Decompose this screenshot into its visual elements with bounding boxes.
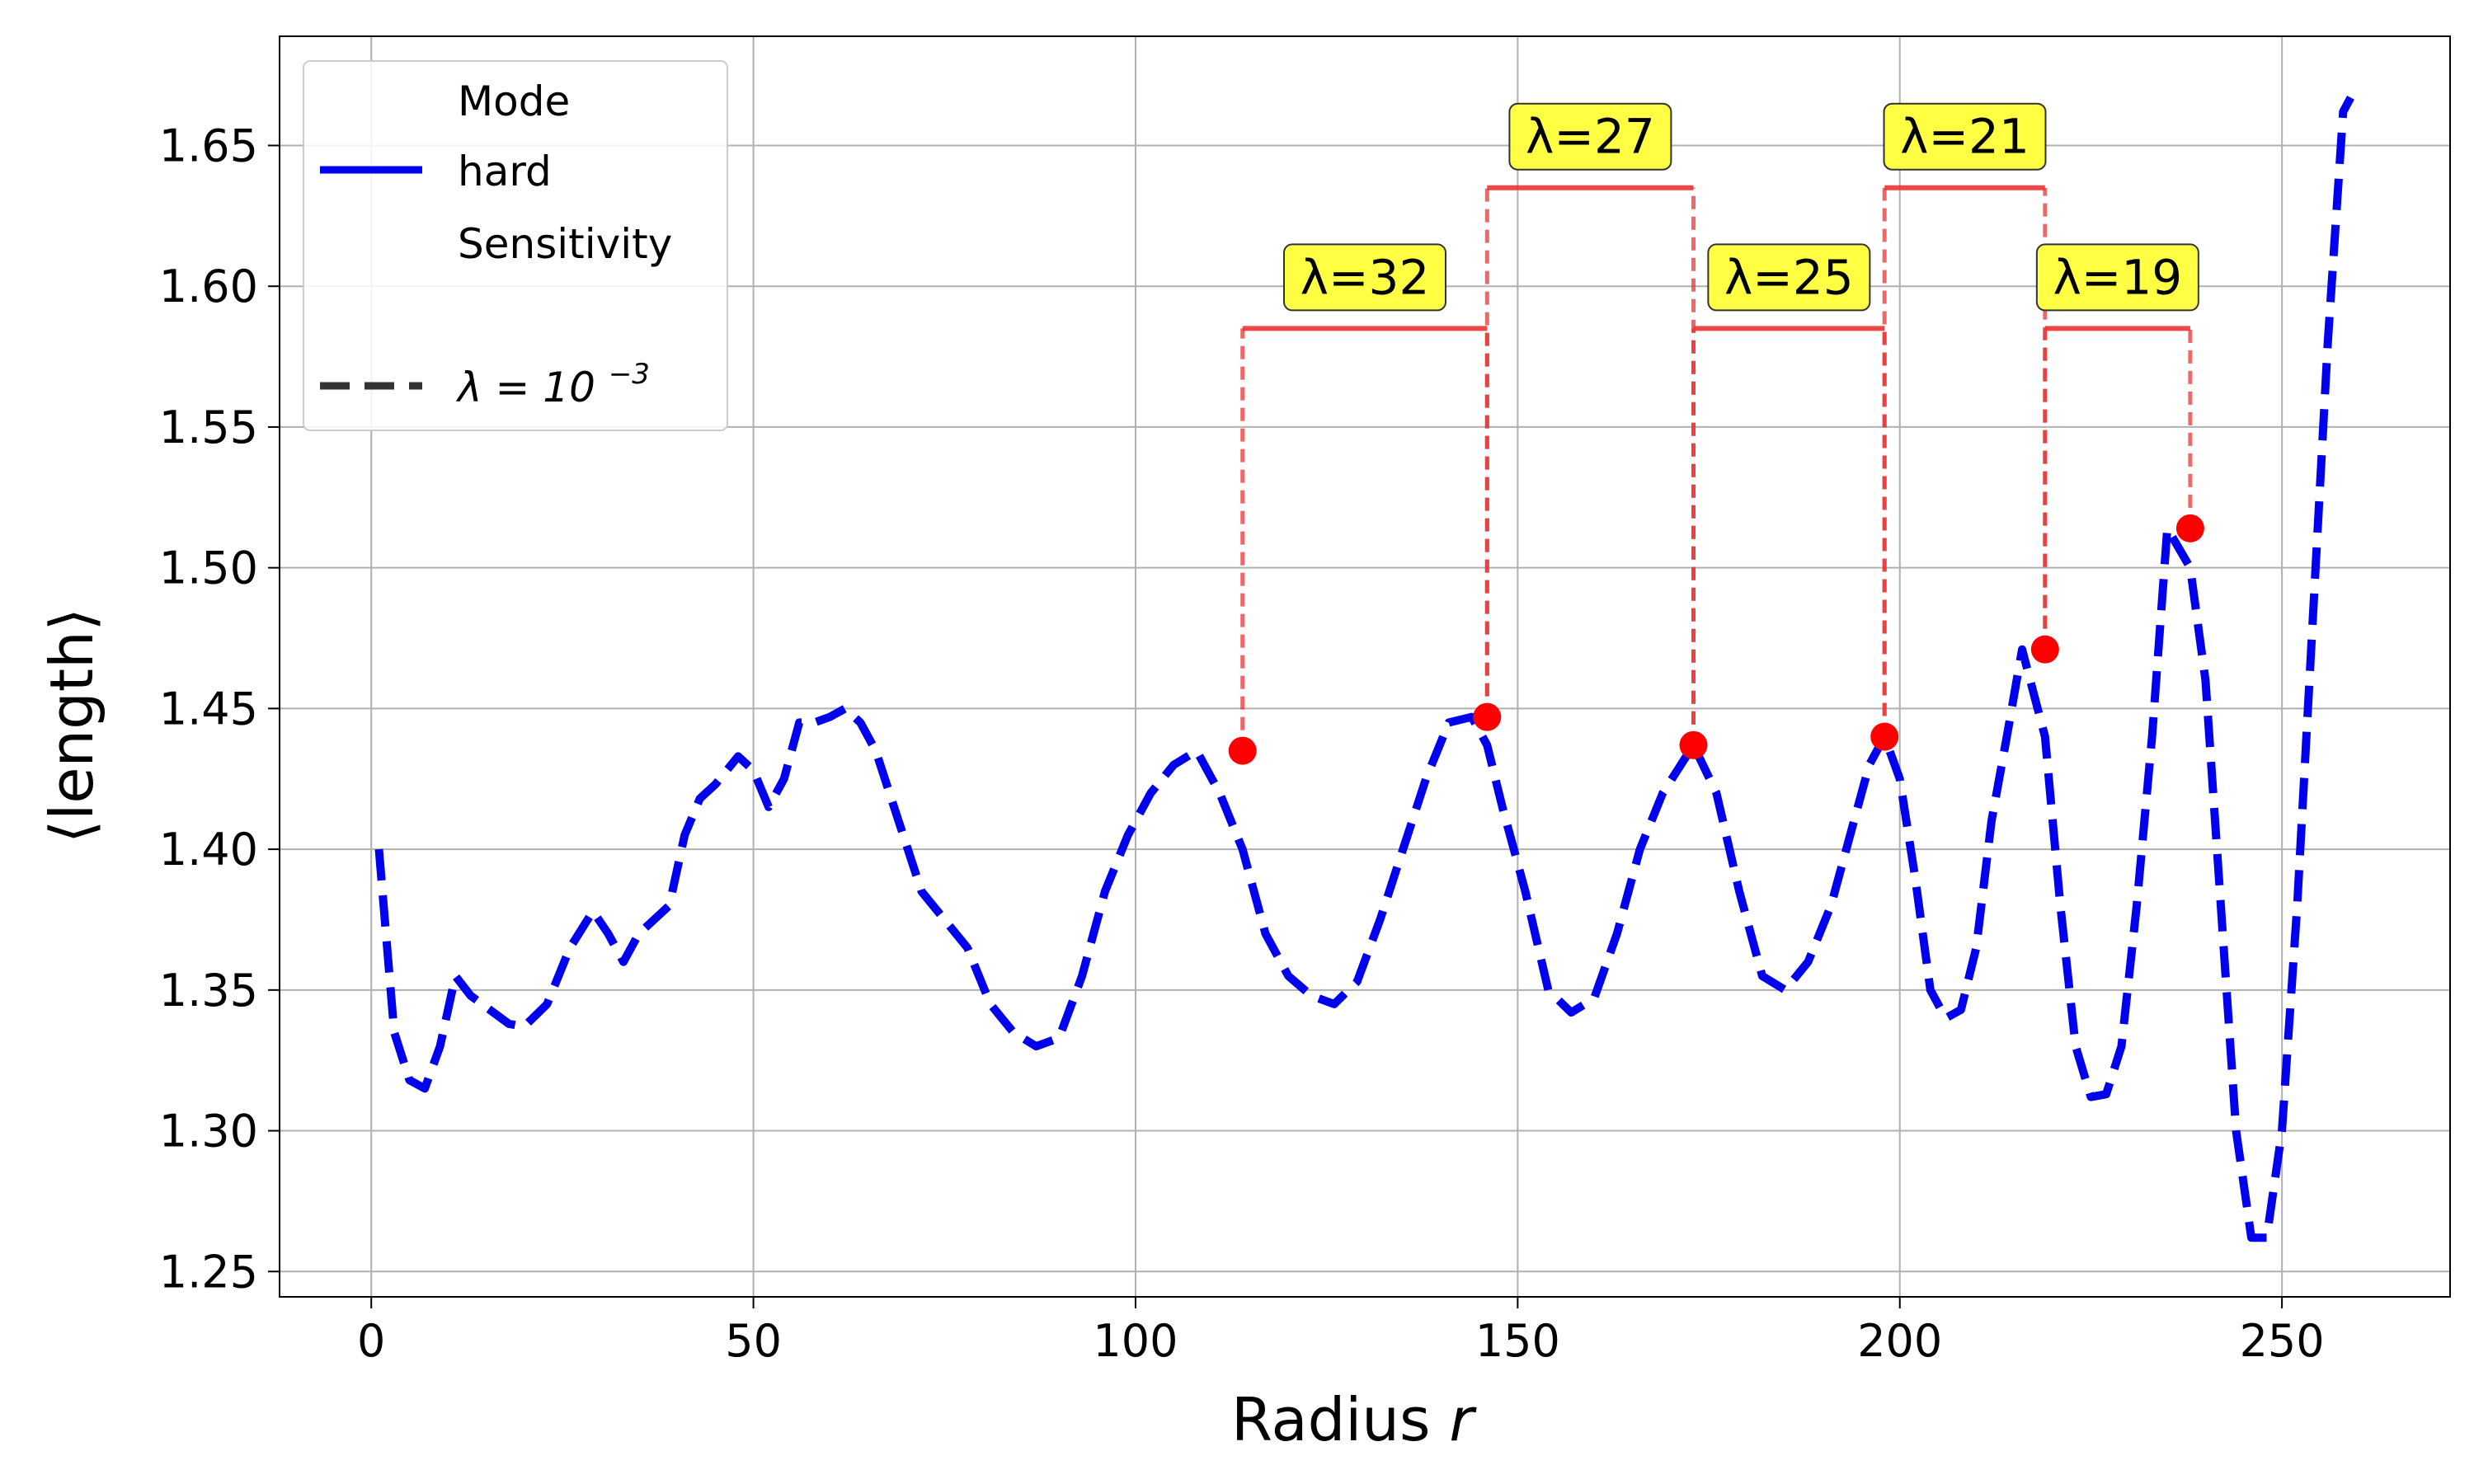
legend-entry-lambda-base: λ = 10 — [455, 364, 595, 411]
x-axis-label-text: Radius — [1231, 1385, 1430, 1454]
peak-marker — [2030, 635, 2059, 664]
legend: Mode hard Sensitivity λ = 10 −3 — [303, 60, 728, 431]
wavelength-labels: λ=32 λ=27 λ=25 λ=21 λ=19 — [1283, 102, 2199, 312]
legend-frame — [303, 60, 728, 431]
y-tick-label: 1.35 — [159, 965, 258, 1017]
y-tick-label: 1.65 — [159, 120, 258, 171]
peak-markers — [1228, 514, 2204, 765]
wavelength-label-box — [1707, 243, 1871, 312]
wavelength-label: λ=32 — [1300, 249, 1430, 305]
legend-entry-lambda-exp: −3 — [609, 358, 650, 391]
series-line-hard — [374, 96, 2354, 1242]
x-axis-ticks: 0 50 100 150 200 250 — [357, 1297, 2325, 1367]
wavelength-label: λ=27 — [1526, 109, 1655, 165]
peak-marker — [1228, 736, 1257, 765]
wavelength-label-box — [1508, 102, 1672, 171]
x-tick-label: 0 — [357, 1315, 385, 1367]
x-axis-label-var: r — [1449, 1385, 1477, 1454]
plot-frame — [279, 35, 2451, 1298]
wavelength-label-box — [1283, 243, 1446, 312]
peak-marker — [2175, 514, 2204, 542]
x-axis-label: Radius r — [1231, 1385, 1477, 1454]
y-tick-label: 1.30 — [159, 1106, 258, 1158]
legend-title-sensitivity: Sensitivity — [458, 220, 672, 268]
wavelength-label: λ=19 — [2053, 249, 2182, 305]
wavelength-label-box — [2035, 243, 2199, 312]
x-tick-label: 250 — [2240, 1315, 2325, 1367]
wavelength-brackets — [1240, 185, 2193, 751]
legend-entry-lambda: λ = 10 −3 — [455, 358, 650, 411]
y-axis-ticks: 1.25 1.30 1.35 1.40 1.45 1.50 1.55 1.60 1.65 — [159, 120, 280, 1298]
y-axis-label: ⟨length⟩ — [37, 608, 106, 843]
wavelength-label: λ=21 — [1900, 109, 2030, 165]
peak-marker — [1679, 730, 1708, 759]
legend-entry-hard: hard — [458, 148, 552, 195]
y-tick-label: 1.40 — [159, 824, 258, 876]
legend-title-mode: Mode — [458, 77, 570, 125]
wavelength-label-box — [1883, 102, 2047, 171]
x-tick-label: 150 — [1475, 1315, 1560, 1367]
y-tick-label: 1.55 — [159, 402, 258, 453]
peak-marker — [1473, 702, 1502, 731]
x-tick-label: 50 — [725, 1315, 782, 1367]
y-tick-label: 1.45 — [159, 683, 258, 735]
y-tick-label: 1.50 — [159, 542, 258, 594]
x-tick-label: 200 — [1857, 1315, 1942, 1367]
series-layer — [374, 96, 2354, 1242]
y-tick-label: 1.25 — [159, 1246, 258, 1298]
peak-marker — [1870, 722, 1899, 751]
wavelength-label: λ=25 — [1724, 249, 1854, 305]
x-tick-label: 100 — [1093, 1315, 1178, 1367]
y-tick-label: 1.60 — [159, 261, 258, 312]
